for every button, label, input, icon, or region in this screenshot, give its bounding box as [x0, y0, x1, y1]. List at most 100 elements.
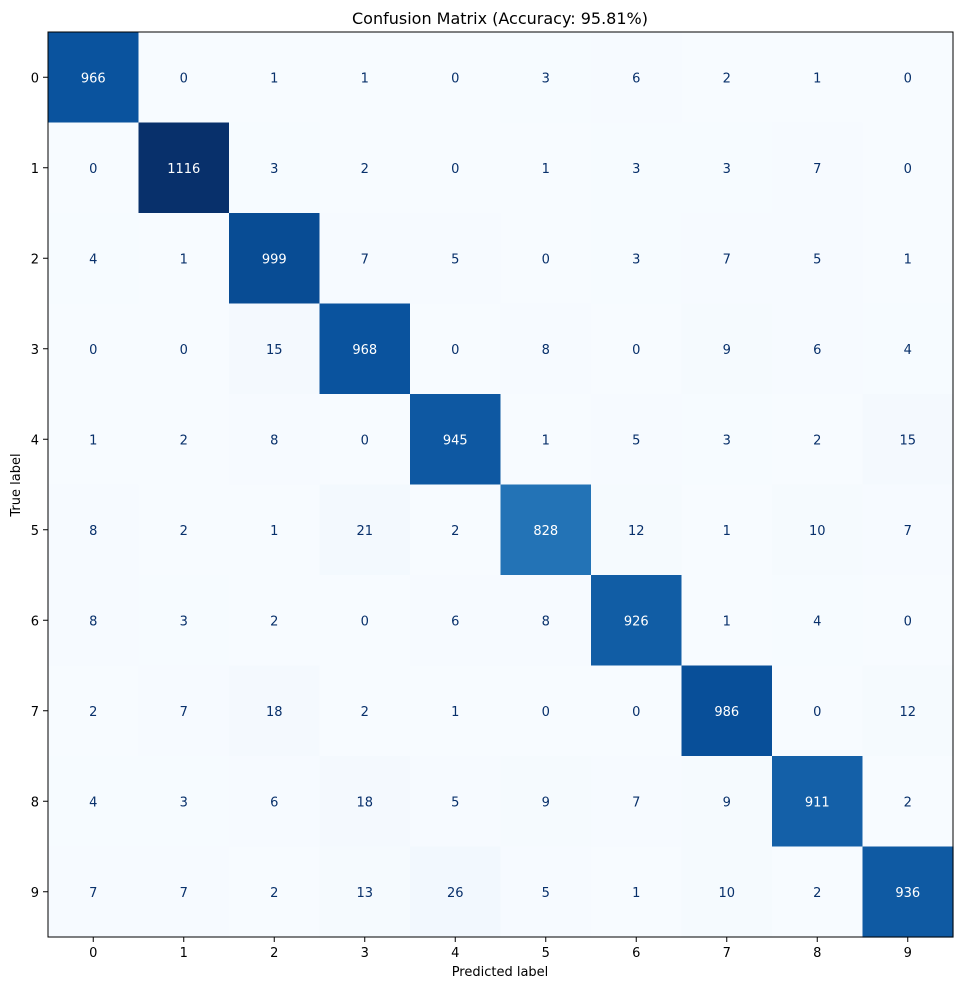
- heatmap-cell-r0-c5: [500, 32, 592, 124]
- cell-value-r4-c5: 1: [542, 433, 550, 448]
- cell-value-r0-c8: 1: [813, 71, 821, 86]
- y-tick-label-6: 6: [31, 614, 39, 629]
- x-tick-label-4: 4: [451, 946, 459, 961]
- cell-value-r3-c9: 4: [904, 343, 912, 358]
- heatmap-cell-r0-c1: [138, 32, 230, 124]
- cell-value-r0-c7: 2: [723, 71, 731, 86]
- cell-value-r7-c6: 0: [632, 705, 640, 720]
- cell-value-r0-c9: 0: [904, 71, 912, 86]
- cell-value-r0-c3: 1: [361, 71, 369, 86]
- cell-value-r3-c2: 15: [266, 343, 283, 358]
- cell-value-r5-c4: 2: [451, 524, 459, 539]
- heatmap-cell-r0-c9: [862, 32, 954, 124]
- heatmap-cell-r2-c4: [410, 213, 502, 305]
- heatmap-cell-r6-c3: [319, 575, 411, 667]
- cell-value-r1-c4: 0: [451, 162, 459, 177]
- heatmap-cell-r1-c2: [229, 122, 321, 214]
- cell-value-r2-c7: 7: [723, 252, 731, 267]
- heatmap-cell-r1-c4: [410, 122, 502, 214]
- heatmap-cell-r7-c0: [48, 665, 140, 757]
- cell-value-r7-c4: 1: [451, 705, 459, 720]
- heatmap-cell-r5-c1: [138, 484, 230, 576]
- cell-value-r6-c7: 1: [723, 614, 731, 629]
- cell-value-r0-c1: 0: [180, 71, 188, 86]
- cell-value-r6-c3: 0: [361, 614, 369, 629]
- cell-value-r8-c3: 18: [356, 795, 373, 810]
- cell-value-r9-c7: 10: [718, 886, 735, 901]
- cell-value-r4-c0: 1: [89, 433, 97, 448]
- heatmap-cell-r0-c6: [591, 32, 683, 124]
- x-tick-label-3: 3: [361, 946, 369, 961]
- cell-value-r5-c5: 828: [533, 524, 558, 539]
- cell-value-r3-c6: 0: [632, 343, 640, 358]
- x-tick-label-2: 2: [270, 946, 278, 961]
- heatmap-cell-r4-c1: [138, 394, 230, 486]
- heatmap-cell-r4-c5: [500, 394, 592, 486]
- cell-value-r1-c5: 1: [542, 162, 550, 177]
- y-tick-label-3: 3: [31, 343, 39, 358]
- cell-value-r8-c0: 4: [89, 795, 97, 810]
- cell-value-r6-c6: 926: [624, 614, 649, 629]
- heatmap-cell-r2-c3: [319, 213, 411, 305]
- x-tick-label-8: 8: [813, 946, 821, 961]
- heatmap-cell-r5-c3: [319, 484, 411, 576]
- y-tick-label-4: 4: [31, 433, 39, 448]
- x-tick-label-5: 5: [542, 946, 550, 961]
- heatmap-cell-r3-c4: [410, 303, 502, 395]
- cell-value-r9-c9: 936: [895, 886, 920, 901]
- cell-value-r7-c3: 2: [361, 705, 369, 720]
- heatmap-cell-r2-c8: [772, 213, 864, 305]
- cell-value-r9-c8: 2: [813, 886, 821, 901]
- cell-value-r8-c8: 911: [805, 795, 830, 810]
- cell-value-r3-c0: 0: [89, 343, 97, 358]
- cell-value-r9-c1: 7: [180, 886, 188, 901]
- cell-value-r7-c5: 0: [542, 705, 550, 720]
- heatmap-cell-r1-c1: [138, 122, 230, 214]
- heatmap-cell-r8-c1: [138, 756, 230, 848]
- heatmap-cell-r1-c9: [862, 122, 954, 214]
- heatmap-cell-r8-c6: [591, 756, 683, 848]
- cell-value-r7-c0: 2: [89, 705, 97, 720]
- cell-value-r1-c6: 3: [632, 162, 640, 177]
- heatmap-cell-r5-c4: [410, 484, 502, 576]
- cell-value-r0-c6: 6: [632, 71, 640, 86]
- heatmap-cell-r0-c7: [681, 32, 773, 124]
- heatmap-cell-r4-c8: [772, 394, 864, 486]
- cell-value-r2-c8: 5: [813, 252, 821, 267]
- heatmap-cell-r0-c2: [229, 32, 321, 124]
- heatmap-cell-r4-c7: [681, 394, 773, 486]
- heatmap-cell-r2-c9: [862, 213, 954, 305]
- y-axis-label: True label: [9, 453, 24, 517]
- heatmap-cell-r5-c6: [591, 484, 683, 576]
- cell-value-r2-c3: 7: [361, 252, 369, 267]
- heatmap-cell-r8-c9: [862, 756, 954, 848]
- cell-value-r5-c0: 8: [89, 524, 97, 539]
- x-tick-label-7: 7: [723, 946, 731, 961]
- cell-value-r2-c9: 1: [904, 252, 912, 267]
- heatmap-cell-r8-c5: [500, 756, 592, 848]
- y-tick-label-8: 8: [31, 795, 39, 810]
- heatmap-cell-r3-c6: [591, 303, 683, 395]
- cell-value-r7-c2: 18: [266, 705, 283, 720]
- cell-value-r7-c7: 986: [714, 705, 739, 720]
- heatmap-cells: [48, 32, 954, 938]
- cell-value-r4-c6: 5: [632, 433, 640, 448]
- heatmap-cell-r4-c6: [591, 394, 683, 486]
- cell-value-r7-c9: 12: [899, 705, 916, 720]
- heatmap-cell-r9-c3: [319, 846, 411, 938]
- cell-value-r4-c7: 3: [723, 433, 731, 448]
- cell-value-r2-c6: 3: [632, 252, 640, 267]
- cell-value-r0-c2: 1: [270, 71, 278, 86]
- heatmap-cell-r7-c4: [410, 665, 502, 757]
- heatmap-cell-r8-c8: [772, 756, 864, 848]
- heatmap-cell-r1-c6: [591, 122, 683, 214]
- cell-value-r6-c0: 8: [89, 614, 97, 629]
- cell-value-r4-c3: 0: [361, 433, 369, 448]
- heatmap-cell-r3-c1: [138, 303, 230, 395]
- heatmap-cell-r9-c4: [410, 846, 502, 938]
- y-tick-label-5: 5: [31, 524, 39, 539]
- cell-value-r5-c8: 10: [809, 524, 826, 539]
- cell-value-r9-c2: 2: [270, 886, 278, 901]
